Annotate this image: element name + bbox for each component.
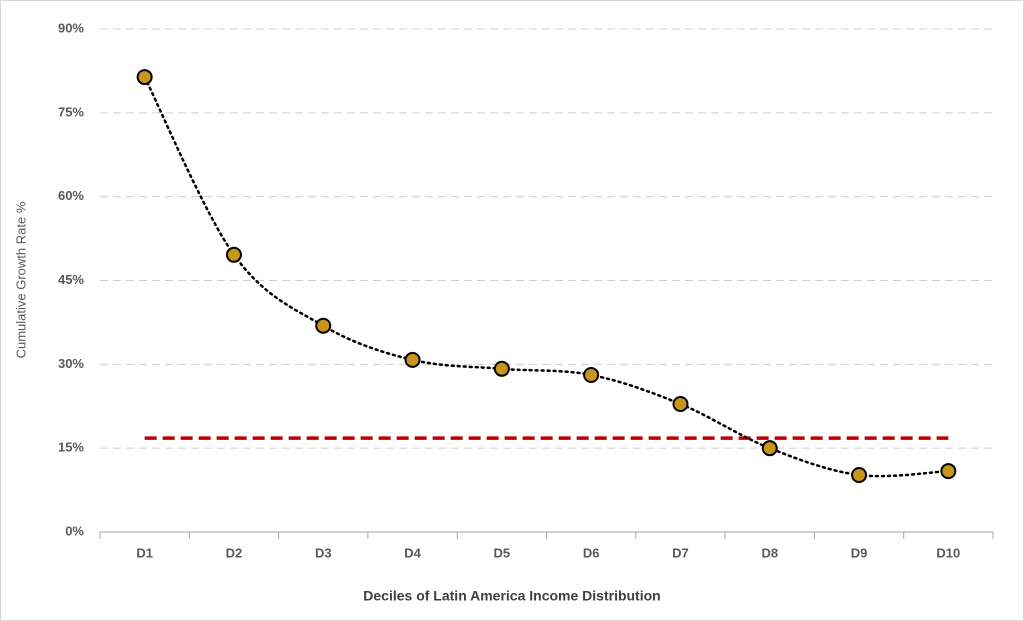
marker	[851, 466, 868, 483]
x-tick-label: D3	[315, 545, 332, 560]
marker	[493, 360, 510, 377]
x-tick-label: D5	[494, 545, 511, 560]
marker	[404, 351, 421, 368]
y-axis-title: Cumulative Growth Rate %	[13, 201, 28, 358]
line	[143, 75, 950, 478]
y-tick-label: 0%	[65, 523, 84, 538]
x-tick-label: D8	[761, 545, 778, 560]
marker	[761, 440, 778, 457]
x-tick-label: D2	[226, 545, 243, 560]
y-tick-label: 45%	[58, 272, 84, 287]
marker	[225, 246, 242, 263]
x-tick-label: D10	[936, 545, 960, 560]
x-tick-label: D1	[136, 545, 153, 560]
marker	[672, 396, 689, 413]
marker	[315, 317, 332, 334]
marker	[940, 463, 957, 480]
x-tick-label: D4	[404, 545, 421, 560]
y-tick-label: 90%	[58, 20, 84, 35]
y-tick-label: 30%	[58, 356, 84, 371]
x-tick-label: D9	[851, 545, 868, 560]
y-tick-label: 75%	[58, 104, 84, 119]
y-tick-label: 15%	[58, 440, 84, 455]
y-tick-label: 60%	[58, 188, 84, 203]
x-axis-title: Deciles of Latin America Income Distribu…	[363, 588, 660, 604]
marker	[136, 69, 153, 86]
x-tick-label: D7	[672, 545, 689, 560]
x-tick-label: D6	[583, 545, 600, 560]
marker	[583, 366, 600, 383]
